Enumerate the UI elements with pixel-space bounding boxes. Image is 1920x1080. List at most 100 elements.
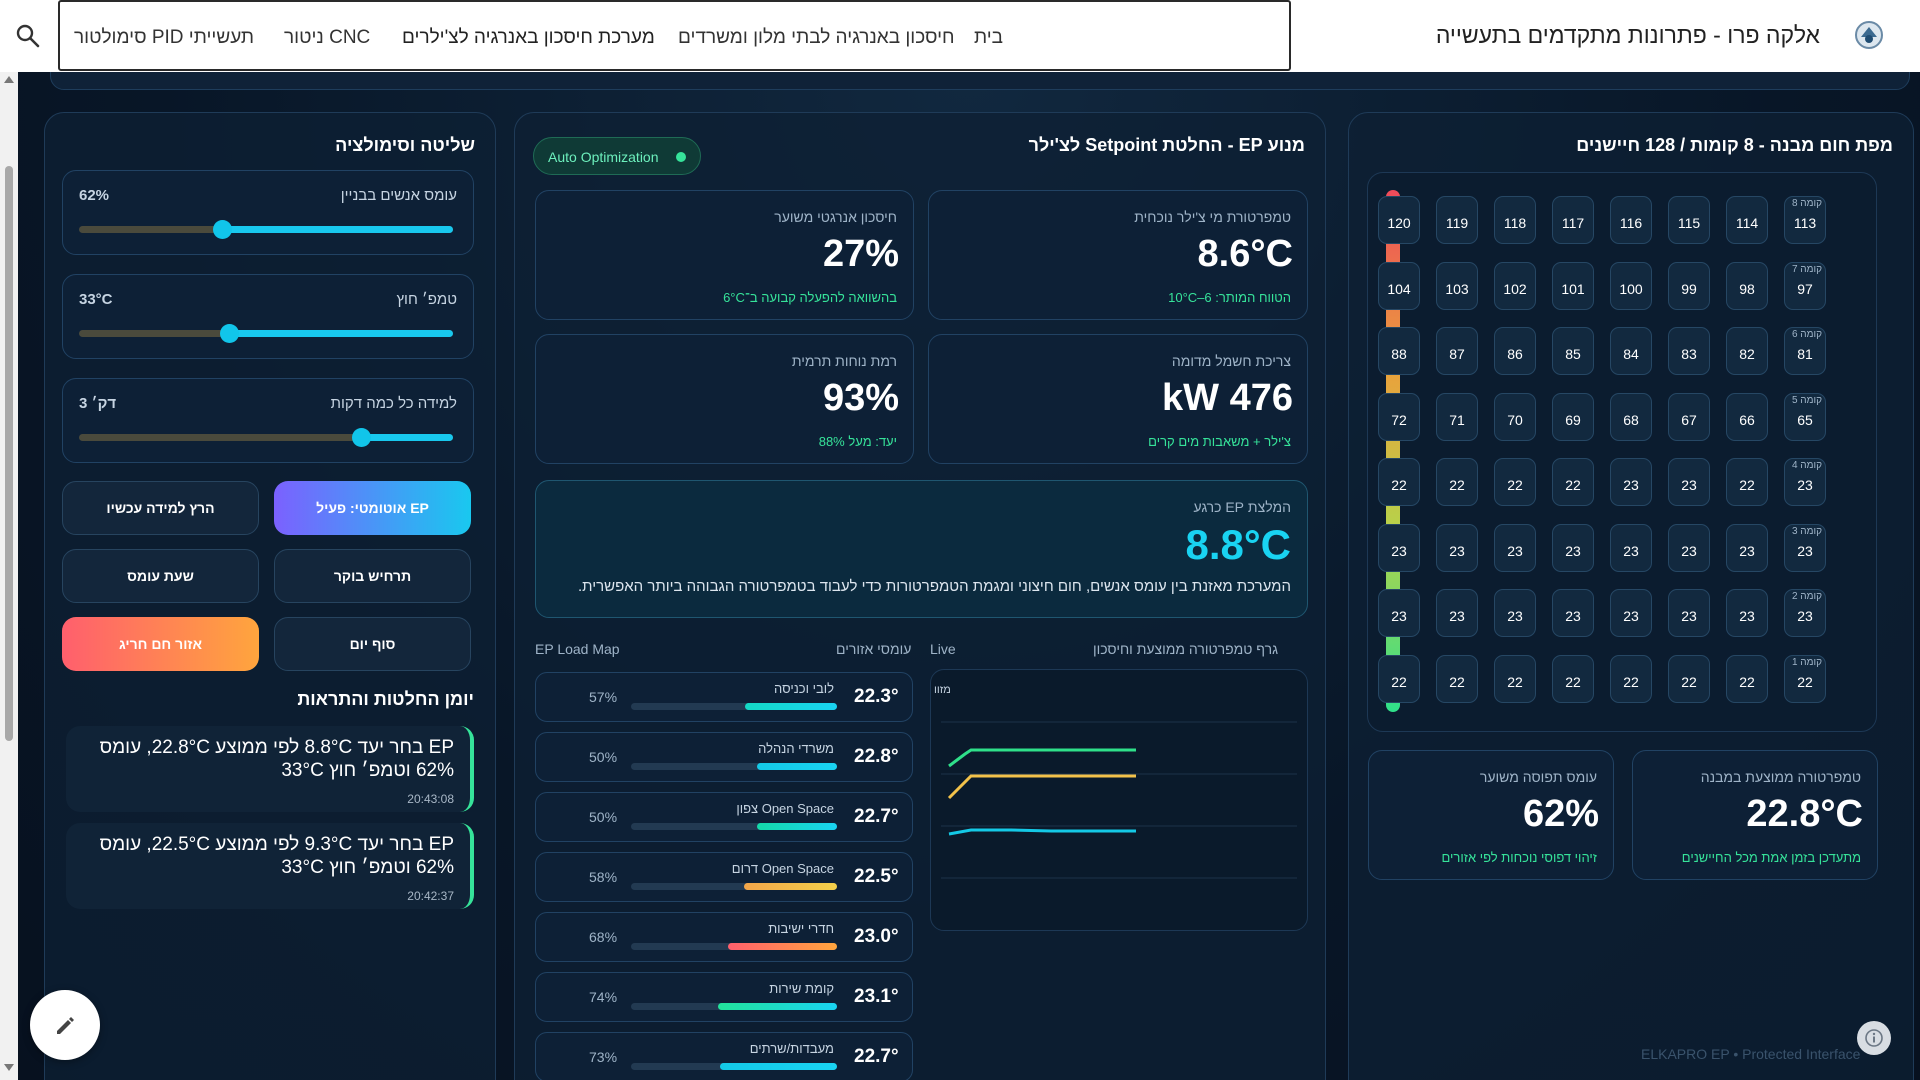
sensor-cell[interactable]: 104 [1378, 261, 1420, 310]
sensor-value: 22 [1565, 477, 1581, 493]
zone-row[interactable]: 23.0° חדרי ישיבות 68% [535, 912, 913, 962]
sensor-cell[interactable]: 23 [1552, 523, 1594, 572]
zone-row[interactable]: 22.3° לובי וכניסה 57% [535, 672, 913, 722]
sensor-cell[interactable]: 83 [1668, 327, 1710, 375]
morning-scenario-button[interactable]: תרחיש בוקר [274, 549, 471, 603]
slider-handle[interactable] [220, 324, 240, 343]
sensor-cell[interactable]: 22 [1726, 654, 1768, 703]
sensor-cell[interactable]: 22 [1436, 458, 1478, 506]
company-logo[interactable] [1854, 20, 1884, 50]
nav-item-home[interactable]: בית [974, 27, 1004, 48]
sensor-cell[interactable]: קומה 1 22 [1784, 654, 1826, 703]
brand-title[interactable]: אלקה פרו - פתרונות מתקדמים בתעשייה [1435, 22, 1820, 48]
sensor-cell[interactable]: 82 [1726, 327, 1768, 375]
sensor-value: 67 [1681, 411, 1697, 428]
slider-handle[interactable] [352, 428, 371, 447]
zone-row[interactable]: 22.8° משרדי הנהלה 50% [535, 732, 913, 782]
sensor-cell[interactable]: 70 [1494, 392, 1536, 441]
sensor-cell[interactable]: 69 [1552, 392, 1594, 441]
info-icon[interactable] [1857, 1021, 1891, 1055]
zone-row[interactable]: 23.1° קומת שירות 74% [535, 972, 913, 1022]
sensor-cell[interactable]: 23 [1668, 458, 1710, 506]
peak-hour-button[interactable]: שעת עומס [62, 549, 259, 603]
sensor-cell[interactable]: קומה 4 23 [1784, 458, 1826, 506]
sensor-cell[interactable]: קומה 5 65 [1784, 392, 1826, 441]
sensor-cell[interactable]: 116 [1610, 196, 1652, 244]
ep-auto-button[interactable]: EP אוטומטי: פעיל [274, 481, 471, 535]
sensor-cell[interactable]: 72 [1378, 392, 1420, 441]
sensor-cell[interactable]: 98 [1726, 261, 1768, 310]
sensor-cell[interactable]: 85 [1552, 327, 1594, 375]
comfort-card: רמת נוחות תרמית 93% יעד: מעל 88% [535, 334, 914, 464]
sensor-cell[interactable]: 23 [1552, 589, 1594, 637]
sensor-cell[interactable]: 120 [1378, 196, 1420, 244]
scrollbar-thumb[interactable] [5, 166, 13, 741]
edit-pencil-icon[interactable] [30, 990, 100, 1060]
sensor-cell[interactable]: 101 [1552, 261, 1594, 310]
sensor-cell[interactable]: 22 [1610, 654, 1652, 703]
end-of-day-button[interactable]: סוף יום [274, 617, 471, 671]
sensor-cell[interactable]: 23 [1726, 589, 1768, 637]
sensor-cell[interactable]: 117 [1552, 196, 1594, 244]
sensor-cell[interactable]: 23 [1378, 523, 1420, 572]
search-icon[interactable] [14, 22, 42, 50]
zone-row[interactable]: 22.7° Open Space צפון 50% [535, 792, 913, 842]
run-learning-button[interactable]: הרץ למידה עכשיו [62, 481, 259, 535]
nav-item-pid-simulator[interactable]: סימולטור PID תעשייתי [74, 27, 255, 48]
sensor-cell[interactable]: קומה 3 23 [1784, 523, 1826, 572]
sensor-cell[interactable]: 84 [1610, 327, 1652, 375]
sensor-cell[interactable]: 102 [1494, 261, 1536, 310]
sensor-cell[interactable]: 68 [1610, 392, 1652, 441]
sensor-cell[interactable]: 23 [1378, 589, 1420, 637]
sensor-cell[interactable]: 115 [1668, 196, 1710, 244]
sensor-cell[interactable]: 71 [1436, 392, 1478, 441]
sensor-cell[interactable]: 100 [1610, 261, 1652, 310]
sensor-cell[interactable]: 118 [1494, 196, 1536, 244]
scroll-up-arrow-icon[interactable] [4, 76, 14, 83]
sensor-cell[interactable]: 23 [1726, 523, 1768, 572]
sensor-cell[interactable]: 23 [1436, 523, 1478, 572]
sensor-cell[interactable]: 22 [1494, 654, 1536, 703]
hot-zone-button[interactable]: אזור חם חריג [62, 617, 259, 671]
slider-track[interactable] [79, 220, 453, 239]
sensor-cell[interactable]: 23 [1610, 589, 1652, 637]
sensor-cell[interactable]: קומה 6 81 [1784, 327, 1826, 375]
sensor-cell[interactable]: 99 [1668, 261, 1710, 310]
sensor-cell[interactable]: 67 [1668, 392, 1710, 441]
sensor-cell[interactable]: 119 [1436, 196, 1478, 244]
scroll-down-arrow-icon[interactable] [4, 1064, 14, 1071]
slider-handle[interactable] [212, 220, 232, 239]
sensor-cell[interactable]: 87 [1436, 327, 1478, 375]
sensor-cell[interactable]: 22 [1436, 654, 1478, 703]
nav-item-cnc-monitoring[interactable]: ניטור CNC [284, 27, 371, 48]
sensor-cell[interactable]: 23 [1610, 458, 1652, 506]
sensor-cell[interactable]: 114 [1726, 196, 1768, 244]
sensor-cell[interactable]: 23 [1668, 589, 1710, 637]
slider-track[interactable] [79, 324, 453, 343]
sensor-cell[interactable]: 66 [1726, 392, 1768, 441]
sensor-cell[interactable]: קומה 8 113 [1784, 196, 1826, 244]
sensor-cell[interactable]: קומה 7 97 [1784, 261, 1826, 310]
sensor-cell[interactable]: 23 [1494, 523, 1536, 572]
sensor-cell[interactable]: 86 [1494, 327, 1536, 375]
sensor-cell[interactable]: 22 [1494, 458, 1536, 506]
sensor-cell[interactable]: 22 [1378, 654, 1420, 703]
zone-row[interactable]: 22.5° Open Space דרום 58% [535, 852, 913, 902]
sensor-cell[interactable]: 22 [1668, 654, 1710, 703]
sensor-cell[interactable]: 22 [1552, 458, 1594, 506]
sensor-cell[interactable]: קומה 2 23 [1784, 589, 1826, 637]
nav-item-chiller-saving[interactable]: מערכת חיסכון באנרגיה לצ'ילרים [402, 27, 655, 48]
sensor-cell[interactable]: 22 [1378, 458, 1420, 506]
sensor-cell[interactable]: 22 [1552, 654, 1594, 703]
sensor-cell[interactable]: 23 [1610, 523, 1652, 572]
sensor-cell[interactable]: 23 [1668, 523, 1710, 572]
sensor-cell[interactable]: 23 [1494, 589, 1536, 637]
auto-optimization-badge[interactable]: Auto Optimization [533, 137, 701, 175]
sensor-cell[interactable]: 88 [1378, 327, 1420, 375]
nav-item-hotel-saving[interactable]: חיסכון באנרגיה לבתי מלון ומשרדים [678, 27, 955, 48]
zone-row[interactable]: 22.7° מעבדות/שרתים 73% [535, 1032, 913, 1080]
sensor-cell[interactable]: 23 [1436, 589, 1478, 637]
sensor-cell[interactable]: 103 [1436, 261, 1478, 310]
sensor-cell[interactable]: 22 [1726, 458, 1768, 506]
slider-track[interactable] [79, 428, 453, 447]
